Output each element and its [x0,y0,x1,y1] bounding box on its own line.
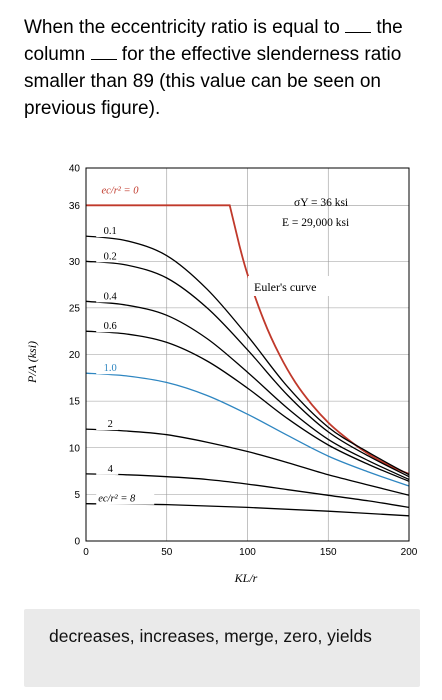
curve-line [85,235,410,476]
y-tick-label: 15 [69,397,81,408]
x-tick-label: 0 [83,547,89,558]
y-axis-label: P/A (ksi) [25,341,39,384]
curve-label: ec/r² = 8 [98,494,136,505]
curve-label-bg [96,249,119,263]
y-tick-label: 10 [69,443,81,454]
curve-label: 0.1 [104,226,117,237]
curve-line [85,428,410,496]
curve-line [85,330,410,482]
answer-blank-1 [345,16,372,33]
x-tick-label: 100 [239,547,256,558]
curve-line [86,204,410,475]
y-tick-label: 0 [74,537,80,548]
curve-label: ec/r² = 0 [101,185,139,196]
curve-label-bg [96,361,119,375]
curve-label: 2 [108,419,113,430]
x-tick-label: 200 [401,547,418,558]
question-part-1: When the eccentricity ratio is equal to [24,17,346,38]
curve-label-bg [96,461,119,475]
curve-line [85,300,410,481]
y-tick-label: 5 [74,490,80,501]
curve-label: 0.6 [104,321,117,332]
question-part-3: for the effective slenderness ratio smal… [24,44,402,119]
curve-label-bg [96,417,119,431]
curve-line [85,372,410,487]
answer-blank-2 [90,43,117,60]
curve-label: 4 [108,464,114,475]
question-text: When the eccentricity ratio is equal to … [24,14,424,122]
chart-ticks: 0 5 10 15 20 25 30 36 40 0 50 100 150 200 [69,164,418,559]
chart-svg: ec/r² = 0 0.1 0.2 0.4 0.6 1.0 2 4 ec/r² = 8 0 5 10… [25,164,418,586]
curve-label: 0.2 [104,251,117,262]
modulus-label: E = 29,000 ksi [282,217,349,229]
curve-label-bg [96,224,119,238]
y-tick-label: 40 [69,164,81,175]
answer-bank: decreases, increases, merge, zero, yield… [24,609,420,687]
y-tick-label: 25 [69,303,81,314]
chart-grid [86,168,409,541]
y-tick-label: 36 [69,201,81,212]
curve-label-bg [96,289,119,303]
curve-label-bg [96,491,155,505]
curve-label: 1.0 [104,363,117,374]
y-tick-label: 30 [69,257,81,268]
curve-line [85,260,410,478]
material-properties: σY = 36 ksi E = 29,000 ksi [282,197,349,229]
curve-label-bg [96,319,119,333]
euler-label-bg [248,276,338,296]
euler-curve-label: Euler's curve [254,280,316,294]
column-chart: ec/r² = 0 0.1 0.2 0.4 0.6 1.0 2 4 ec/r² = 8 0 5 10… [22,152,427,600]
curve-label: 0.4 [104,291,118,302]
curve-label-bg [99,183,158,197]
yield-stress-label: σY = 36 ksi [294,197,348,209]
plot-frame [85,167,410,542]
answer-options: decreases, increases, merge, zero, yield… [49,626,372,646]
y-axis-title: P/A (ksi) [25,341,39,384]
x-axis-label: KL/r [234,571,258,585]
y-tick-label: 20 [69,350,81,361]
question-part-2: the column [24,17,403,65]
x-tick-label: 50 [161,547,173,558]
chart-labels: ec/r² = 0 0.1 0.2 0.4 0.6 1.0 2 4 ec/r² = 8 [96,183,158,505]
curve-line [85,473,410,509]
x-tick-label: 150 [320,547,337,558]
